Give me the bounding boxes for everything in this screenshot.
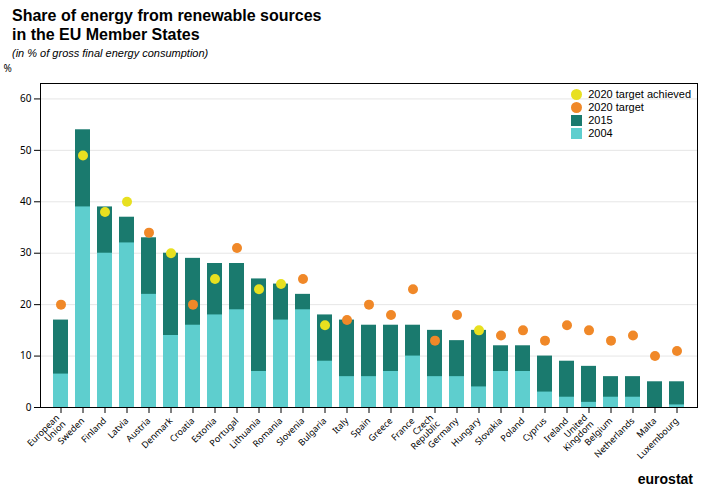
svg-text:Bulgaria: Bulgaria <box>295 415 329 449</box>
svg-text:0: 0 <box>26 400 32 414</box>
svg-text:Luxembourg: Luxembourg <box>634 415 681 462</box>
svg-text:50: 50 <box>20 143 32 157</box>
svg-text:Greece: Greece <box>365 415 395 445</box>
svg-text:%: % <box>4 61 12 75</box>
svg-text:Italy: Italy <box>329 414 351 436</box>
svg-text:30: 30 <box>20 246 32 260</box>
svg-text:Netherlands: Netherlands <box>591 415 637 461</box>
svg-text:Finland: Finland <box>78 415 109 446</box>
svg-text:20: 20 <box>20 297 32 311</box>
svg-text:10: 10 <box>20 349 32 363</box>
svg-text:40: 40 <box>20 194 32 208</box>
svg-text:60: 60 <box>20 92 32 106</box>
